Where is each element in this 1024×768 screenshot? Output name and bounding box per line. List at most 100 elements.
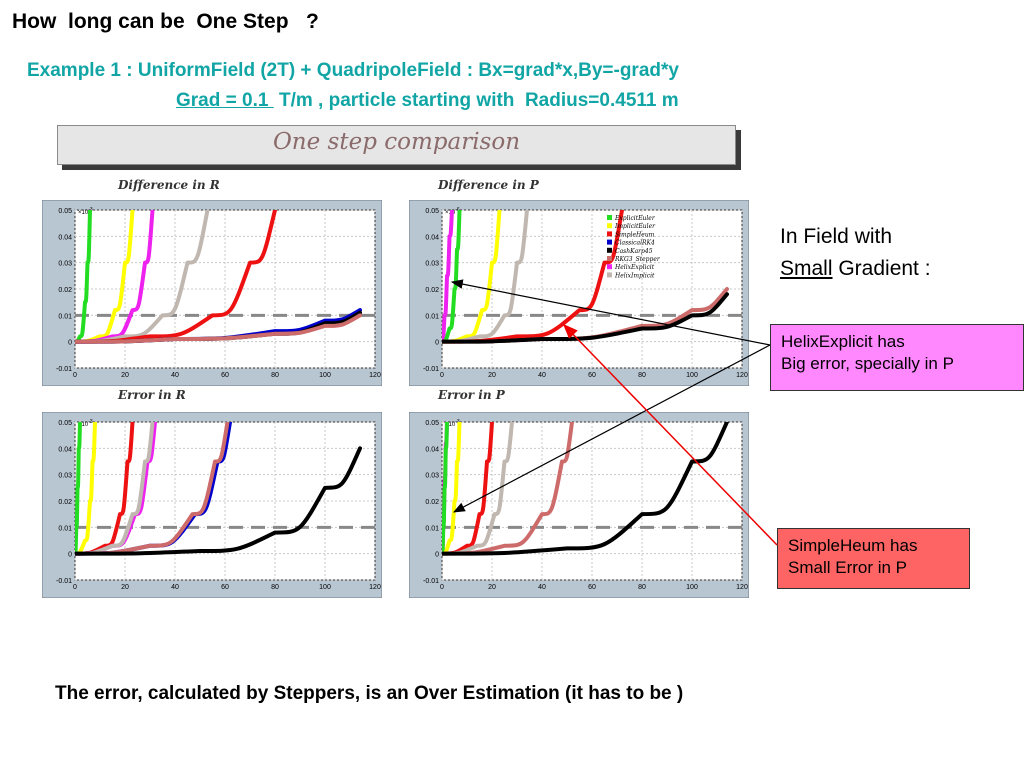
x-tick-label: 60 xyxy=(588,372,596,379)
legend-swatch xyxy=(607,231,612,237)
panel-diff-r: -0.01 0 0.01 0.02 0.03 0.04 0.05 0 20 40 60 80 100 12… xyxy=(41,199,383,391)
field-note-line1: In Field with xyxy=(780,225,893,248)
panel-title-diff-p: Difference in P xyxy=(438,178,539,192)
y-tick-label: 0.04 xyxy=(425,446,439,453)
y-tick-label: 0.02 xyxy=(425,499,439,506)
panel-diff-p: -0.01 0 0.01 0.02 0.03 0.04 0.05 0 20 40 60 80 100 12… xyxy=(408,199,750,391)
x-tick-label: 100 xyxy=(686,372,698,379)
legend-label: RKG3_Stepper xyxy=(614,256,661,263)
legend-label: SimpleHeum xyxy=(615,231,655,238)
example-line-2: Grad = 0.1 T/m , particle starting with … xyxy=(176,90,679,112)
legend-label: ClassicalRK4 xyxy=(615,240,655,247)
x-tick-label: 20 xyxy=(121,372,129,379)
panel-title-err-r: Error in R xyxy=(118,388,186,402)
y-tick-label: -0.01 xyxy=(423,578,439,585)
x-tick-label: 120 xyxy=(736,372,748,379)
series-line-expliciteuler xyxy=(442,210,462,344)
x-tick-label: 100 xyxy=(319,584,331,591)
callout-helix-explicit: HelixExplicit has Big error, specially i… xyxy=(770,324,1024,391)
y-tick-label: -0.01 xyxy=(56,366,72,373)
field-note-line2: Small Gradient : xyxy=(780,253,931,285)
x-tick-label: 120 xyxy=(369,584,381,591)
callout-heum-line1: SimpleHeum has xyxy=(788,536,918,555)
y-tick-label: 0.04 xyxy=(425,234,439,241)
y-tick-label: 0.02 xyxy=(425,287,439,294)
series-line-expliciteuler xyxy=(75,422,82,556)
panel-title-err-p: Error in P xyxy=(438,388,505,402)
x-tick-label: 120 xyxy=(369,372,381,379)
series-line-rkg3-stepper xyxy=(75,422,230,556)
y-tick-label: 0.03 xyxy=(58,473,72,480)
legend-label: CashKarp45 xyxy=(615,248,653,255)
series-line-helixexplicit xyxy=(442,210,454,344)
series-line-cashkarp45 xyxy=(442,422,729,556)
x-tick-label: 20 xyxy=(121,584,129,591)
series-line-cashkarp45 xyxy=(75,446,362,556)
example-line-2-rest: T/m , particle starting with Radius=0.45… xyxy=(273,90,679,111)
y-tick-label: 0.05 xyxy=(425,420,439,427)
series-line-heliximplicit xyxy=(75,422,155,556)
page-title: How long can be One Step ? xyxy=(12,10,319,33)
series-line-heliximplicit xyxy=(442,422,514,556)
panel-err-r: -0.01 0 0.01 0.02 0.03 0.04 0.05 0 20 40 60 80 100 12… xyxy=(41,411,383,603)
x-tick-label: 20 xyxy=(488,584,496,591)
x-tick-label: 100 xyxy=(319,372,331,379)
x-tick-label: 80 xyxy=(271,584,279,591)
x-tick-label: 80 xyxy=(271,372,279,379)
field-note-rest: Gradient : xyxy=(832,257,931,280)
y-tick-label: 0.01 xyxy=(425,525,439,532)
y-tick-label: 0.01 xyxy=(425,313,439,320)
y-tick-label: 0.05 xyxy=(425,208,439,215)
arrow-helix-to-err-p xyxy=(452,344,771,513)
callout-heum-line2: Small Error in P xyxy=(788,558,908,577)
y-tick-label: 0.03 xyxy=(425,261,439,268)
y-tick-label: 0 xyxy=(68,340,72,347)
legend-swatch xyxy=(607,272,612,278)
x-tick-label: 0 xyxy=(440,372,444,379)
y-tick-label: 0.05 xyxy=(58,420,72,427)
y-tick-label: 0.01 xyxy=(58,313,72,320)
legend-label: HelixImplicit xyxy=(614,272,655,279)
y-tick-label: -0.01 xyxy=(423,366,439,373)
field-note-small: Small xyxy=(780,257,833,280)
x-tick-label: 80 xyxy=(638,372,646,379)
y-tick-label: 0 xyxy=(435,340,439,347)
x-tick-label: 0 xyxy=(73,372,77,379)
x-tick-label: 40 xyxy=(538,372,546,379)
arrow-heum-to-diff-p xyxy=(562,323,778,546)
panel-title-diff-r: Difference in R xyxy=(118,178,220,192)
x-tick-label: 120 xyxy=(736,584,748,591)
series-line-cashkarp45 xyxy=(442,292,729,344)
bottom-note: The error, calculated by Steppers, is an… xyxy=(55,683,684,704)
y-tick-label: 0.03 xyxy=(425,473,439,480)
legend-label: HelixExplicit xyxy=(614,264,655,271)
y-tick-label: 0 xyxy=(435,552,439,559)
legend-swatch xyxy=(607,247,612,253)
grad-value: Grad = 0.1 xyxy=(176,90,274,111)
x-tick-label: 60 xyxy=(221,372,229,379)
y-tick-label: 0.03 xyxy=(58,261,72,268)
series-line-rkg3-stepper xyxy=(442,422,574,556)
legend-swatch xyxy=(607,256,612,261)
callout-helix-line1: HelixExplicit has xyxy=(781,332,905,351)
field-note: In Field with Small Gradient : xyxy=(780,221,931,285)
legend-swatch xyxy=(607,223,612,229)
arrow-helix-to-diff-p xyxy=(450,279,771,346)
x-tick-label: 60 xyxy=(221,584,229,591)
axis-multiplier: ×10-3 xyxy=(78,419,93,428)
y-tick-label: 0.02 xyxy=(58,287,72,294)
legend-swatch xyxy=(607,239,612,245)
y-tick-label: 0 xyxy=(68,552,72,559)
x-tick-label: 20 xyxy=(488,372,496,379)
series-line-impliciteuler xyxy=(75,422,97,556)
y-tick-label: 0.05 xyxy=(58,208,72,215)
example-line-1: Example 1 : UniformField (2T) + Quadripo… xyxy=(27,60,679,81)
y-tick-label: 0.01 xyxy=(58,525,72,532)
x-tick-label: 60 xyxy=(588,584,596,591)
y-tick-label: 0.04 xyxy=(58,234,72,241)
legend-label: ImplicitEuler xyxy=(614,223,656,230)
x-tick-label: 100 xyxy=(686,584,698,591)
x-tick-label: 40 xyxy=(171,372,179,379)
series-line-expliciteuler xyxy=(442,422,449,556)
